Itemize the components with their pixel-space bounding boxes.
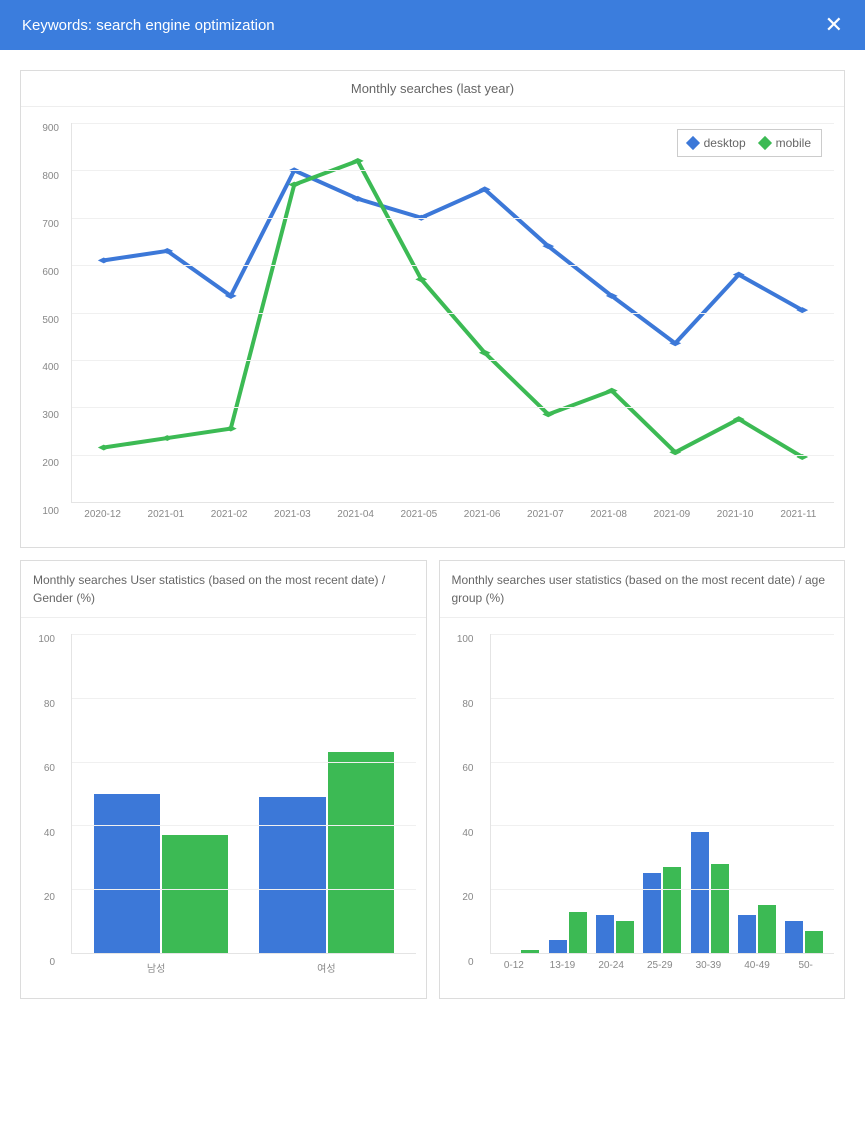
bar-group bbox=[591, 634, 638, 953]
bar-group bbox=[78, 634, 244, 953]
bar-plot-area bbox=[71, 634, 416, 954]
bar-desktop[interactable] bbox=[785, 921, 803, 953]
bar-mobile[interactable] bbox=[521, 950, 539, 953]
bar-group bbox=[544, 634, 591, 953]
monthly-searches-chart: desktopmobile 90080070060050040030020010… bbox=[21, 107, 844, 547]
age-title: Monthly searches user statistics (based … bbox=[440, 561, 845, 618]
bar-mobile[interactable] bbox=[805, 931, 823, 953]
bar-group bbox=[497, 634, 544, 953]
monthly-searches-title: Monthly searches (last year) bbox=[21, 71, 844, 107]
bar-mobile[interactable] bbox=[711, 864, 729, 953]
gender-chart: 100806040200 남성여성 bbox=[21, 618, 426, 998]
bar-plot-area bbox=[490, 634, 835, 954]
bar-group bbox=[733, 634, 780, 953]
stats-row: Monthly searches User statistics (based … bbox=[20, 560, 845, 1011]
bar-group bbox=[781, 634, 828, 953]
monthly-searches-panel: Monthly searches (last year) desktopmobi… bbox=[20, 70, 845, 548]
age-chart: 100806040200 0-1213-1920-2425-2930-3940-… bbox=[440, 618, 845, 998]
bar-desktop[interactable] bbox=[596, 915, 614, 953]
bar-mobile[interactable] bbox=[758, 905, 776, 953]
gender-title: Monthly searches User statistics (based … bbox=[21, 561, 426, 618]
bar-mobile[interactable] bbox=[663, 867, 681, 953]
close-icon[interactable]: ✕ bbox=[825, 14, 843, 36]
x-axis-labels: 2020-122021-012021-022021-032021-042021-… bbox=[31, 503, 834, 520]
bar-group bbox=[244, 634, 410, 953]
bar-desktop[interactable] bbox=[691, 832, 709, 953]
dialog-header: Keywords: search engine optimization ✕ bbox=[0, 0, 865, 50]
y-axis-labels: 900800700600500400300200100 bbox=[29, 123, 59, 517]
line-plot-area bbox=[71, 123, 834, 503]
y-axis-labels: 100806040200 bbox=[29, 634, 55, 968]
bar-mobile[interactable] bbox=[162, 835, 228, 953]
dialog-content: Monthly searches (last year) desktopmobi… bbox=[0, 50, 865, 1031]
x-axis-labels: 0-1213-1920-2425-2930-3940-4950- bbox=[450, 954, 835, 971]
bar-desktop[interactable] bbox=[549, 940, 567, 953]
bar-mobile[interactable] bbox=[616, 921, 634, 953]
bar-group bbox=[639, 634, 686, 953]
bar-desktop[interactable] bbox=[259, 797, 325, 953]
bar-mobile[interactable] bbox=[569, 912, 587, 953]
bar-desktop[interactable] bbox=[738, 915, 756, 953]
gender-panel: Monthly searches User statistics (based … bbox=[20, 560, 427, 999]
y-axis-labels: 100806040200 bbox=[448, 634, 474, 968]
bar-mobile[interactable] bbox=[328, 752, 394, 953]
x-axis-labels: 남성여성 bbox=[31, 954, 416, 975]
dialog-title: Keywords: search engine optimization bbox=[22, 17, 275, 34]
bar-group bbox=[686, 634, 733, 953]
age-panel: Monthly searches user statistics (based … bbox=[439, 560, 846, 999]
bar-desktop[interactable] bbox=[94, 794, 160, 954]
bar-desktop[interactable] bbox=[643, 873, 661, 953]
